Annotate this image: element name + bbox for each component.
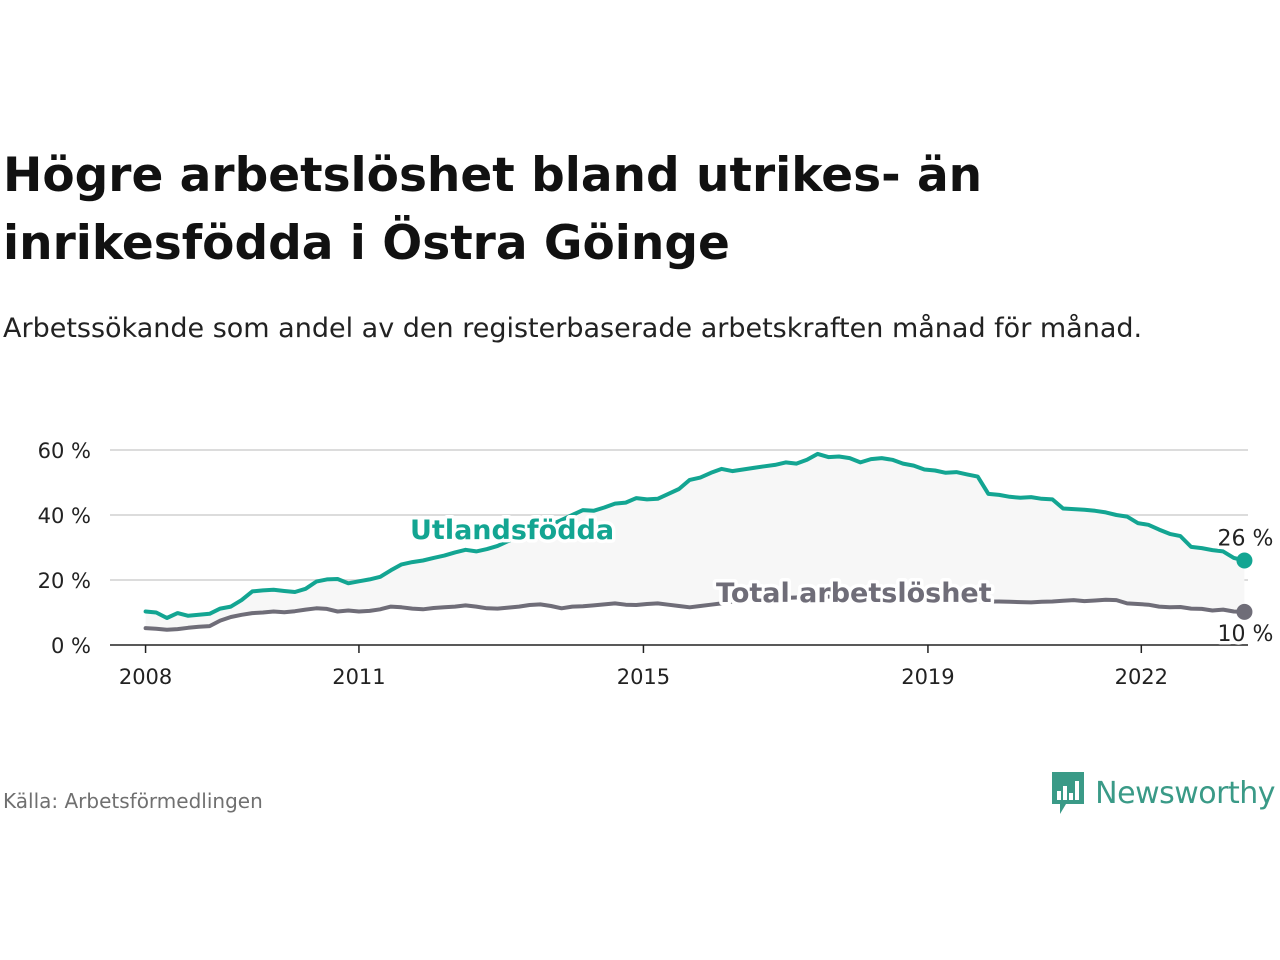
y-tick-label: 40 % [38, 504, 91, 528]
series-label-utlandsfodda: Utlandsfödda [410, 515, 614, 546]
newsworthy-logo-icon [1052, 772, 1085, 814]
chart-subtitle: Arbetssökande som andel av den registerb… [3, 313, 1143, 344]
y-tick-label: 0 % [51, 634, 91, 658]
series-labels: Utlandsfödda Total arbetslöshet 26 % 10 % [407, 512, 1277, 651]
x-tick-label: 2008 [119, 665, 172, 689]
series-label-total-arbetsloshet: Total arbetslöshet [716, 578, 992, 609]
y-tick-label: 60 % [38, 439, 91, 463]
end-value-label-utlandsfodda: 26 % [1217, 527, 1273, 552]
chart-title: Högre arbetslöshet bland utrikes- än inr… [3, 148, 983, 271]
series-line-total-arbetsloshet [143, 594, 1247, 632]
x-tick-label: 2019 [901, 665, 954, 689]
end-value-label-total-arbetsloshet: 10 % [1217, 622, 1273, 647]
series-lines [143, 451, 1253, 632]
x-tick-label: 2015 [617, 665, 670, 689]
brand-name: Newsworthy [1095, 775, 1275, 811]
y-tick-label: 20 % [38, 569, 91, 593]
axes: 0 % 20 % 40 % 60 % 2008 2011 2015 2019 2022 [38, 439, 1248, 689]
area-between-series [145, 453, 1245, 630]
end-marker-utlandsfodda [1236, 552, 1253, 569]
series-line-utlandsfodda [143, 451, 1247, 620]
end-marker-total-arbetsloshet [1236, 603, 1253, 620]
source-note: Källa: Arbetsförmedlingen [3, 789, 263, 813]
x-tick-label: 2011 [332, 665, 385, 689]
x-tick-label: 2022 [1115, 665, 1168, 689]
brand-logo: Newsworthy [1050, 770, 1275, 816]
